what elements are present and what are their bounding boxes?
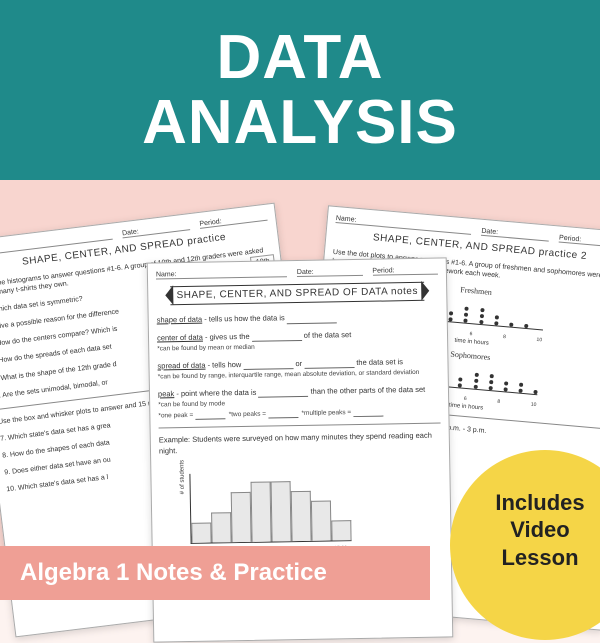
sheet-header: Name:Date:Period: xyxy=(156,267,438,280)
notes-banner: SHAPE, CENTER, AND SPREAD OF DATA notes xyxy=(156,281,438,306)
main-title: DATAANALYSIS xyxy=(142,25,458,155)
footer-label: Algebra 1 Notes & Practice xyxy=(20,559,327,587)
header-band: DATAANALYSIS xyxy=(0,0,600,180)
example-text: Example: Students were surveyed on how m… xyxy=(159,431,441,457)
note-spread: spread of data - tells how or the data s… xyxy=(157,356,439,382)
note-shape: shape of data - tells us how the data is xyxy=(157,311,439,326)
note-center: center of data - gives us the of the dat… xyxy=(157,328,439,354)
note-peak: peak - point where the data is than the … xyxy=(158,384,441,420)
badge-text: IncludesVideoLesson xyxy=(495,489,584,572)
footer-bar: Algebra 1 Notes & Practice xyxy=(0,546,430,600)
histogram-chart: # of students 0-45-910-1415-1920-2425-29… xyxy=(179,461,361,554)
